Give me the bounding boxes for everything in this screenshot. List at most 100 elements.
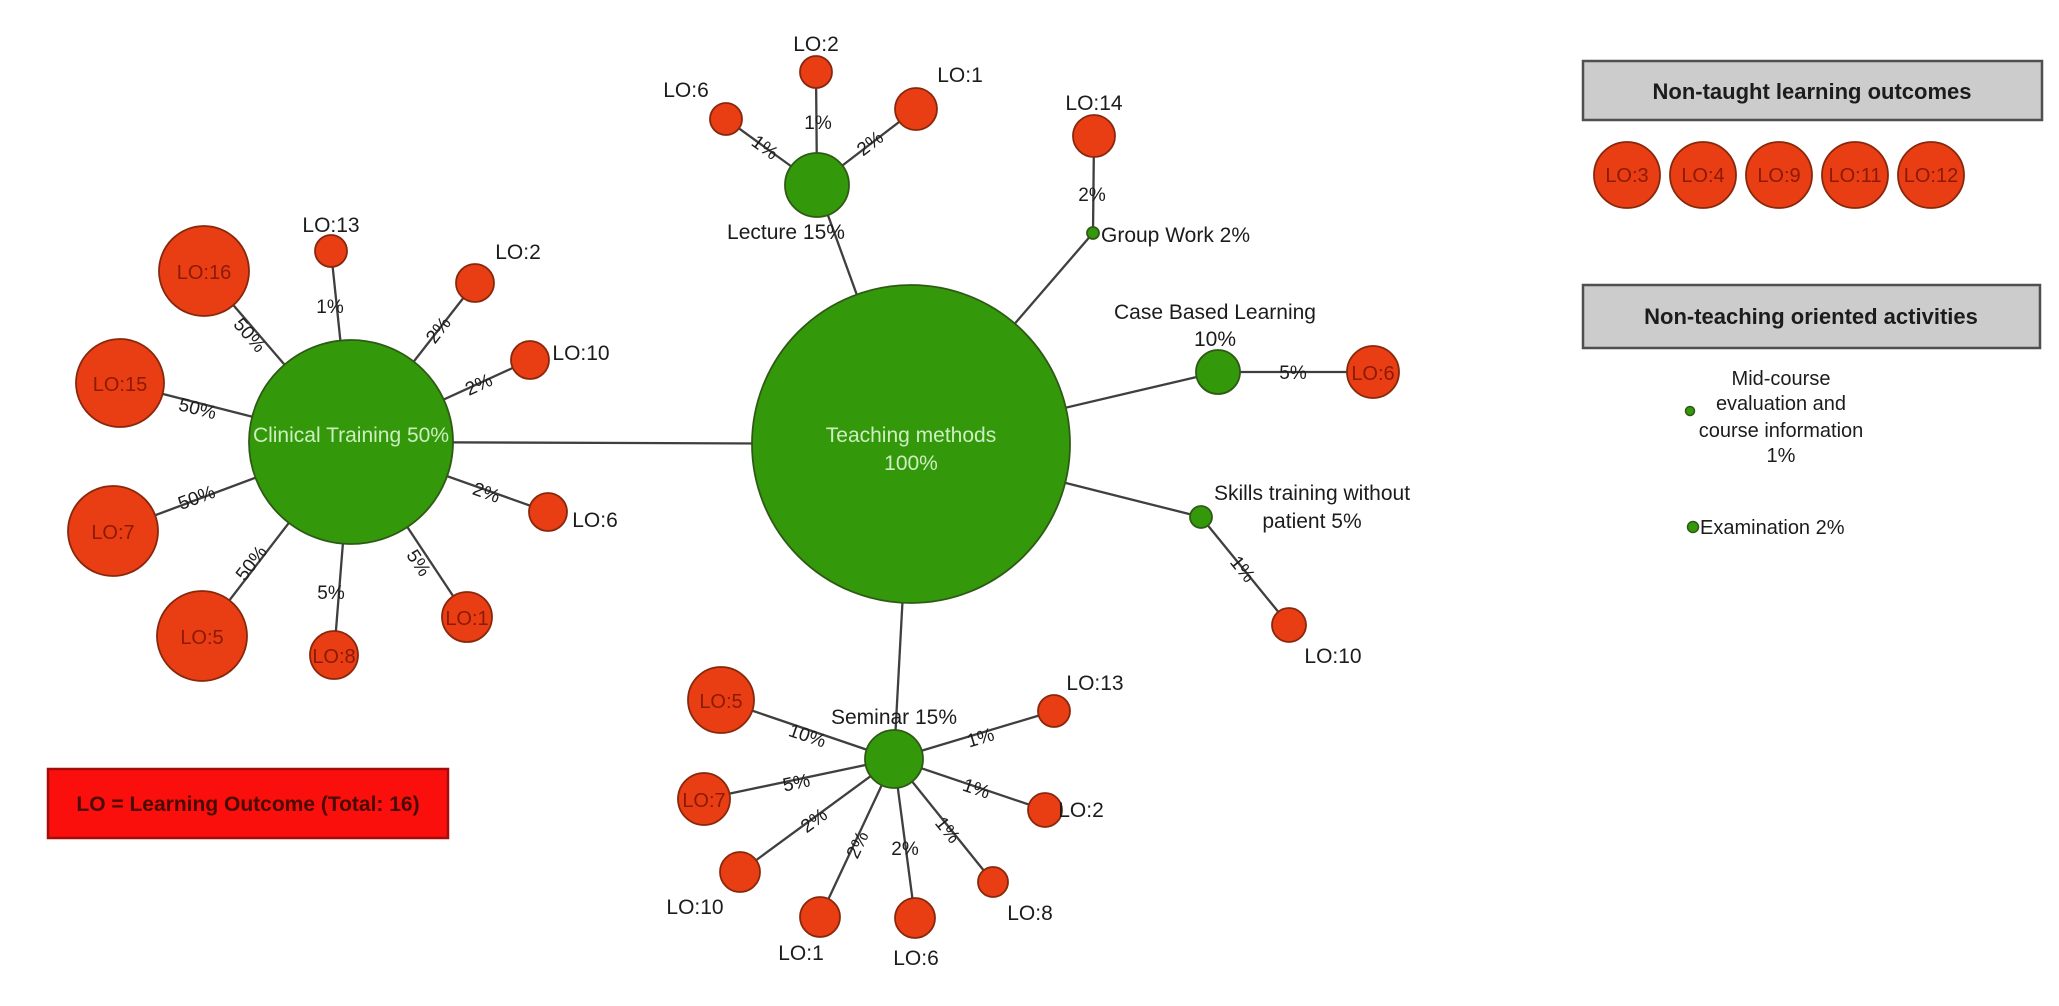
label-l-lo1: LO:1 [937, 64, 983, 87]
edge-label-seminar-se-lo7: 5% [781, 770, 812, 796]
label-clinical: Clinical Training 50% [253, 424, 449, 447]
label-lecture: Lecture 15% [727, 221, 845, 244]
edge-label-seminar-se-lo5: 10% [786, 720, 829, 752]
edge-label-clinical-cl-lo8: 5% [317, 583, 345, 604]
node-s-lo10 [1271, 607, 1307, 643]
legend-node-label-lo-3: LO:3 [1605, 165, 1648, 187]
legend-activities: Non-teaching oriented activities Mid-cou… [1581, 283, 2042, 539]
label-g-lo14: LO:14 [1065, 92, 1123, 115]
node-g-lo14 [1072, 114, 1116, 158]
edge-label-clinical-cl-lo1: 5% [402, 546, 435, 581]
node-cl-lo10 [510, 340, 550, 380]
label-cl-lo13: LO:13 [302, 214, 359, 237]
legend-node-lo-11 [1821, 141, 1889, 209]
edge-label-clinical-cl-lo13: 1% [316, 297, 344, 318]
node-se-lo5 [687, 666, 755, 734]
label-cbl: Case Based Learning [1114, 301, 1316, 324]
label-se-lo13: LO:13 [1066, 672, 1123, 695]
edge-label-lecture-l-lo2: 1% [804, 113, 832, 134]
edge-label-seminar-se-lo8: 1% [930, 813, 964, 848]
node-cl-lo1 [441, 591, 493, 643]
nodes-layer: Teaching methods 100% Clinical Training 50… [67, 33, 1410, 970]
label-skills: patient 5% [1262, 510, 1361, 533]
label-l-lo2: LO:2 [793, 33, 839, 56]
label-cl-lo6: LO:6 [572, 509, 618, 532]
edge-seminar-se-lo7 [703, 757, 895, 801]
label-teaching: Teaching methods [826, 424, 996, 447]
label-se-lo5: LO:5 [699, 691, 742, 713]
edge-label-clinical-cl-lo6: 2% [470, 479, 503, 508]
label-skills: Skills training without [1214, 482, 1410, 505]
label-cl-lo16: LO:16 [177, 262, 231, 284]
node-cl-lo2 [455, 263, 495, 303]
node-cl-lo13 [314, 234, 348, 268]
label-cl-lo5: LO:5 [180, 627, 223, 649]
node-seminar [864, 729, 924, 789]
node-cl-lo16 [158, 225, 250, 317]
edge-label-clinical-cl-lo16: 50% [229, 314, 270, 357]
label-cl-lo10: LO:10 [552, 342, 609, 365]
node-cl-lo7 [67, 485, 159, 577]
node-l-lo1 [894, 87, 938, 131]
edge-label-groupwork-g-lo14: 2% [1078, 185, 1106, 206]
legend-activities-box [1581, 283, 2042, 350]
note-box-rect [46, 767, 450, 840]
label-se-lo10: LO:10 [666, 896, 723, 919]
label-cl-lo8: LO:8 [312, 646, 355, 668]
node-teaching [751, 284, 1071, 604]
mid-course-label-line4: 1% [1767, 445, 1796, 467]
mid-course-label-line2: evaluation and [1716, 393, 1846, 415]
label-cbl: 10% [1194, 328, 1236, 351]
edge-label-seminar-se-lo2: 1% [960, 775, 993, 804]
label-teaching: 100% [884, 452, 938, 475]
legend-non-taught-box [1581, 59, 2044, 122]
examination-dot [1686, 520, 1700, 534]
legend-node-lo-3 [1593, 141, 1661, 209]
label-l-lo6: LO:6 [663, 79, 709, 102]
node-cbl [1195, 349, 1241, 395]
label-seminar: Seminar 15% [831, 706, 957, 729]
node-se-lo10 [719, 851, 761, 893]
note-box: LO = Learning Outcome (Total: 16) [46, 767, 450, 840]
edge-label-clinical-cl-lo5: 50% [232, 542, 272, 585]
node-c-lo6 [1346, 345, 1400, 399]
node-se-lo6 [894, 897, 936, 939]
examination-label: Examination 2% [1700, 517, 1845, 539]
edge-label-lecture-l-lo1: 2% [853, 127, 888, 160]
node-se-lo1 [799, 896, 841, 938]
mid-course-label-line1: Mid-course [1732, 368, 1831, 390]
label-c-lo6: LO:6 [1351, 363, 1394, 385]
mid-course-dot [1684, 405, 1696, 417]
node-clinical [248, 339, 454, 545]
label-groupwork: Group Work 2% [1101, 224, 1250, 247]
legend-node-label-lo-11: LO:11 [1829, 165, 1882, 187]
label-se-lo2: LO:2 [1058, 799, 1104, 822]
node-se-lo13 [1037, 694, 1071, 728]
label-cl-lo15: LO:15 [93, 374, 147, 396]
label-cl-lo2: LO:2 [495, 241, 541, 264]
legend-non-taught: Non-taught learning outcomes LO:3 LO:4 LO:… [1581, 59, 2044, 209]
legend-activities-title: Non-teaching oriented activities [1644, 304, 1978, 329]
node-cl-lo8 [309, 630, 359, 680]
label-cl-lo7: LO:7 [91, 522, 134, 544]
label-s-lo10: LO:10 [1304, 645, 1361, 668]
label-se-lo8: LO:8 [1007, 902, 1053, 925]
legend-node-lo-4 [1669, 141, 1737, 209]
node-se-lo8 [977, 866, 1009, 898]
mid-course-label-line3: course information [1699, 420, 1864, 442]
label-cl-lo1: LO:1 [445, 608, 488, 630]
edge-label-clinical-cl-lo15: 50% [176, 395, 218, 425]
node-skills [1189, 505, 1213, 529]
node-se-lo2 [1027, 792, 1063, 828]
note-box-text: LO = Learning Outcome (Total: 16) [76, 793, 419, 816]
edge-label-lecture-l-lo6: 1% [747, 131, 782, 164]
node-cl-lo6 [528, 492, 568, 532]
node-se-lo7 [677, 772, 731, 826]
node-cl-lo15 [75, 338, 165, 428]
legend-node-label-lo-12: LO:12 [1904, 165, 1958, 187]
legend-node-lo-9 [1745, 141, 1813, 209]
legend-non-taught-circles: LO:3 LO:4 LO:9 LO:11 LO:12 [1593, 141, 1965, 209]
node-cl-lo5 [156, 590, 248, 682]
